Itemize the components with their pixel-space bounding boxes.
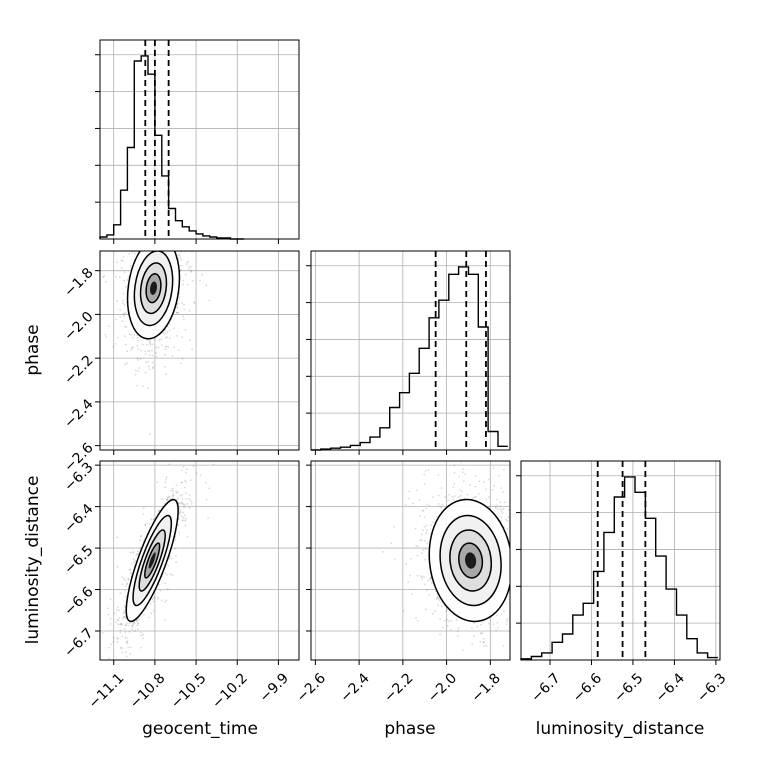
y-axis-label-phase: phase <box>23 324 43 375</box>
x-tick-label-geocent_time: −11.1 <box>86 670 128 712</box>
panel-frame-diag-luminosity_distance <box>520 460 721 661</box>
marks-layer <box>99 40 718 660</box>
density-panel-luminosity_distance_vs_phase <box>382 461 510 652</box>
x-tick-label-geocent_time: −10.8 <box>127 670 169 712</box>
x-tick-label-geocent_time: −9.9 <box>257 670 292 705</box>
x-tick-label-phase: −1.8 <box>469 670 504 705</box>
histogram-luminosity_distance <box>520 476 718 660</box>
panel-frame-luminosity_distance_vs_geocent_time <box>99 460 300 661</box>
x-tick-label-luminosity_distance: −6.6 <box>570 670 605 705</box>
x-tick-label-luminosity_distance: −6.7 <box>528 670 563 705</box>
x-tick-label-luminosity_distance: −6.3 <box>694 670 729 705</box>
histogram-phase <box>311 266 508 451</box>
x-tick-label-phase: −2.6 <box>294 670 329 705</box>
x-tick-label-phase: −2.4 <box>337 670 372 705</box>
panel-frame-diag-phase <box>310 250 511 451</box>
x-tick-label-phase: −2.0 <box>425 670 460 705</box>
panel-frame-diag-geocent_time <box>99 39 300 240</box>
panel-frame-phase_vs_geocent_time <box>99 250 300 451</box>
density-level-4 <box>148 552 156 569</box>
x-axis-label-luminosity-distance: luminosity_distance <box>536 719 705 739</box>
grid-layer <box>100 40 720 660</box>
y-tick-label-phase: −1.8 <box>61 265 96 300</box>
frames-layer <box>99 39 721 661</box>
x-tick-label-luminosity_distance: −6.4 <box>653 670 688 705</box>
y-axis-label-luminosity-distance: luminosity_distance <box>23 476 43 645</box>
panel-frame-luminosity_distance_vs_phase <box>310 460 511 661</box>
y-tick-label-phase: −2.4 <box>61 396 96 431</box>
y-tick-label-luminosity_distance: −6.6 <box>61 584 96 619</box>
y-tick-label-phase: −2.0 <box>61 309 96 344</box>
x-axis-label-geocent-time: geocent_time <box>142 719 258 739</box>
y-tick-label-luminosity_distance: −6.5 <box>61 542 96 577</box>
density-panel-luminosity_distance_vs_geocent_time <box>101 461 215 660</box>
histogram-geocent_time <box>99 55 245 240</box>
density-level-4 <box>150 281 157 295</box>
x-axis-label-phase: phase <box>384 719 435 739</box>
density-panel-phase_vs_geocent_time <box>102 251 211 435</box>
x-tick-label-geocent_time: −10.2 <box>209 670 251 712</box>
x-tick-label-phase: −2.2 <box>381 670 416 705</box>
density-level-4 <box>465 552 477 569</box>
y-tick-label-luminosity_distance: −6.4 <box>61 501 96 536</box>
y-tick-label-phase: −2.2 <box>61 352 96 387</box>
x-tick-label-geocent_time: −10.5 <box>168 670 210 712</box>
x-tick-label-luminosity_distance: −6.5 <box>611 670 646 705</box>
y-tick-label-luminosity_distance: −6.7 <box>61 625 96 660</box>
